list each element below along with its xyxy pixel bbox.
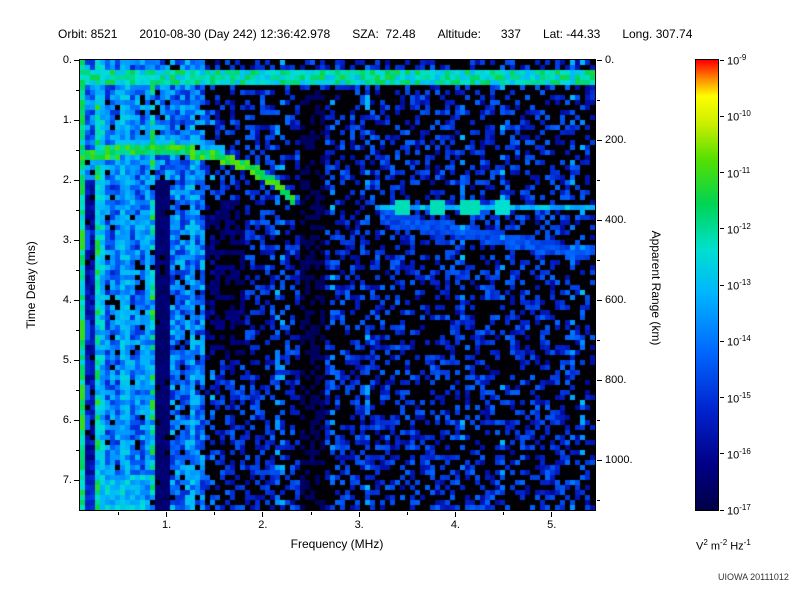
colorbar-tick-mark — [720, 453, 724, 455]
y-tick-label: 2. — [62, 174, 72, 186]
x-tick-mark — [358, 512, 360, 517]
y-tick-label: 1. — [62, 114, 72, 126]
colorbar-tick-mark — [720, 284, 724, 286]
colorbar-units-label: V2 m-2 Hz-1 — [696, 538, 751, 553]
range-minor-tick-mark — [597, 339, 600, 341]
range-tick-mark — [597, 379, 602, 381]
colorbar-tick-label: 10-12 — [727, 221, 751, 237]
y-tick-mark — [74, 119, 79, 121]
x-axis-title: Frequency (MHz) — [290, 537, 384, 551]
x-minor-tick-mark — [503, 512, 505, 515]
range-minor-tick-mark — [597, 419, 600, 421]
colorbar-tick-label: 10-16 — [727, 446, 751, 462]
range-tick-label: 600. — [605, 294, 627, 306]
range-tick-label: 800. — [605, 374, 627, 386]
colorbar-tick-mark — [720, 172, 724, 173]
x-tick-label: 2. — [258, 519, 268, 531]
x-tick-label: 1. — [162, 519, 172, 531]
y-axis-title-left: Time Delay (ms) — [24, 241, 38, 329]
spectrogram-canvas — [80, 60, 595, 510]
colorbar-tick-mark — [720, 115, 724, 117]
x-tick-mark — [262, 512, 264, 517]
range-minor-tick-mark — [597, 259, 600, 261]
header-latitude: Lat: -44.33 — [542, 27, 601, 41]
y-tick-mark — [74, 479, 79, 481]
colorbar-tick-label: 10-13 — [727, 278, 751, 293]
x-minor-tick-mark — [214, 512, 216, 515]
colorbar-tick-label: 10-10 — [727, 109, 751, 124]
range-tick-mark — [597, 219, 602, 221]
header-sza: SZA: 72.48 — [352, 27, 416, 41]
range-tick-mark — [597, 59, 602, 61]
colorbar-tick-label: 10-15 — [727, 390, 751, 406]
header-altitude: Altitude: 337 — [437, 27, 521, 41]
header-datetime: 2010-08-30 (Day 242) 12:36:42.978 — [139, 27, 331, 41]
y-minor-tick-mark — [76, 389, 79, 391]
y-tick-label: 5. — [62, 354, 72, 366]
y-minor-tick-mark — [76, 89, 79, 91]
y-tick-mark — [74, 179, 79, 181]
range-minor-tick-mark — [597, 99, 600, 101]
x-tick-label: 3. — [354, 519, 364, 531]
x-tick-mark — [454, 512, 456, 517]
y-tick-label: 4. — [62, 294, 72, 306]
x-minor-tick-mark — [406, 512, 408, 515]
range-tick-label: 1000. — [605, 454, 633, 466]
colorbar-tick-mark — [720, 397, 724, 398]
y-minor-tick-mark — [76, 329, 79, 331]
range-tick-label: 200. — [605, 134, 627, 146]
y-tick-mark — [74, 419, 79, 421]
range-minor-tick-mark — [597, 179, 600, 181]
y-tick-label: 7. — [62, 474, 72, 486]
y-tick-label: 6. — [62, 414, 72, 426]
colorbar-tick-label: 10-9 — [727, 53, 747, 68]
x-tick-label: 4. — [450, 519, 460, 531]
colorbar-canvas — [696, 60, 718, 510]
x-minor-tick-mark — [118, 512, 119, 515]
range-tick-mark — [597, 139, 602, 141]
range-tick-mark — [597, 459, 602, 461]
x-tick-mark — [551, 512, 553, 517]
y-minor-tick-mark — [76, 149, 79, 151]
y-tick-label: 3. — [62, 234, 72, 246]
y-minor-tick-mark — [76, 449, 79, 451]
colorbar-tick-label: 10-14 — [727, 334, 751, 349]
range-tick-label: 0. — [605, 54, 615, 66]
colorbar-tick-mark — [720, 509, 724, 511]
y-tick-mark — [74, 359, 79, 361]
colorbar-tick-mark — [720, 59, 724, 61]
y-minor-tick-mark — [76, 209, 79, 211]
header-info: Orbit: 8521 2010-08-30 (Day 242) 12:36:4… — [58, 27, 692, 41]
x-minor-tick-mark — [310, 512, 312, 515]
range-tick-mark — [597, 299, 602, 301]
watermark: UIOWA 20111012 — [718, 572, 789, 582]
colorbar-tick-mark — [720, 340, 724, 342]
y-tick-mark — [74, 239, 79, 241]
range-minor-tick-mark — [597, 499, 600, 501]
x-tick-label: 5. — [547, 519, 557, 531]
y-tick-mark — [74, 59, 79, 61]
header-longitude: Long. 307.74 — [622, 27, 693, 41]
y-axis-title-right: Apparent Range (km) — [649, 230, 663, 346]
y-tick-mark — [74, 299, 79, 301]
y-tick-label: 0. — [62, 54, 72, 66]
colorbar-tick-label: 10-17 — [727, 503, 751, 518]
range-tick-label: 400. — [605, 214, 627, 226]
header-orbit: Orbit: 8521 — [58, 27, 118, 41]
x-tick-mark — [166, 512, 168, 517]
y-minor-tick-mark — [76, 269, 79, 271]
colorbar-tick-mark — [720, 228, 724, 230]
colorbar-tick-label: 10-11 — [727, 165, 751, 181]
